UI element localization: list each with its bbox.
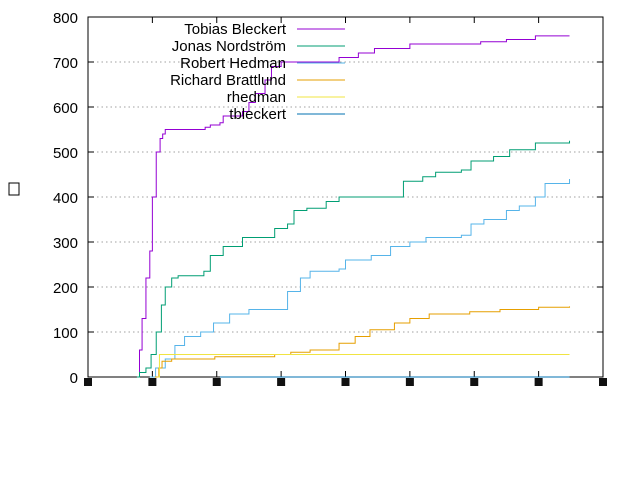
y-tick-label: 400	[53, 190, 78, 207]
x-tick-label-glyph	[148, 378, 157, 386]
series-line-robert-hedman	[149, 179, 571, 378]
x-tick-label-glyph	[599, 378, 607, 386]
x-tick-label-glyph	[534, 378, 543, 386]
legend-label: rhedman	[227, 89, 286, 106]
legend-label: Tobias Bleckert	[184, 21, 287, 38]
legend-label: Richard Brattlund	[170, 72, 286, 89]
y-tick-label: 500	[53, 145, 78, 162]
y-tick-label: 800	[53, 10, 78, 27]
y-tick-label: 700	[53, 55, 78, 72]
y-tick-label: 600	[53, 100, 78, 117]
y-tick-label: 0	[70, 370, 78, 387]
legend-label: tbleckert	[229, 106, 287, 123]
x-tick-label-glyph	[212, 378, 221, 386]
y-axis-label-glyph	[8, 182, 20, 196]
series-line-rhedman	[157, 354, 570, 378]
x-tick-label-glyph	[470, 378, 479, 386]
y-tick-label: 200	[53, 280, 78, 297]
y-tick-label: 100	[53, 325, 78, 342]
x-tick-label-glyph	[341, 378, 350, 386]
x-tick-label-glyph	[277, 378, 286, 386]
series-line-jonas-nordström	[136, 140, 571, 378]
legend-label: Robert Hedman	[180, 55, 286, 72]
series-line-richard-brattlund	[154, 306, 571, 378]
x-tick-label-glyph	[405, 378, 414, 386]
legend-label: Jonas Nordström	[172, 38, 286, 55]
series-line-tobias-bleckert	[136, 35, 570, 378]
x-tick-label-glyph	[84, 378, 92, 386]
y-tick-label: 300	[53, 235, 78, 252]
